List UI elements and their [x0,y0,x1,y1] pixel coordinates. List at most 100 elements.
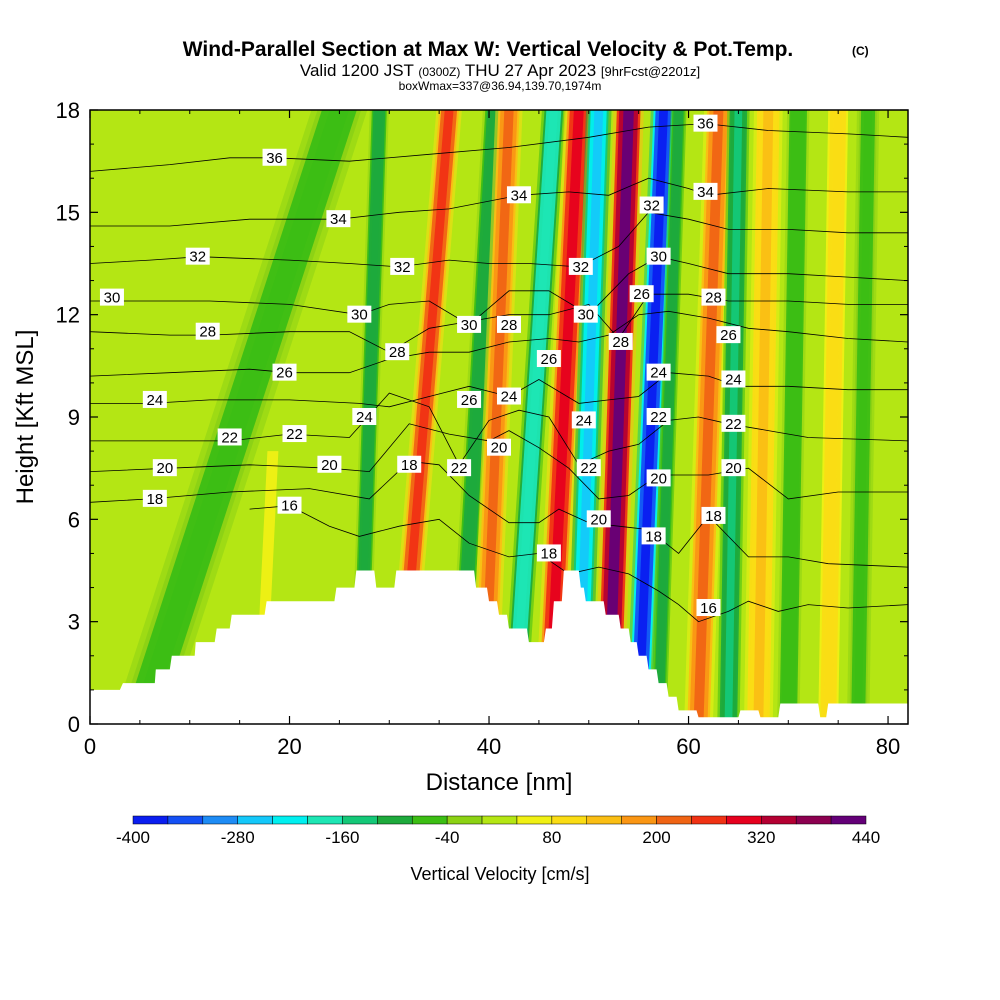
theta-label-box [696,599,721,617]
theta-label-text: 30 [577,307,594,324]
theta-label: 24 [496,387,521,406]
theta-label-text: 20 [650,470,667,487]
theta-label-text: 28 [612,334,629,351]
theta-label-box [326,210,351,228]
velocity-band [753,110,774,724]
theta-label-box [721,370,746,388]
theta-label-text: 20 [156,460,173,477]
theta-label: 16 [277,496,302,515]
theta-label-box [629,285,654,303]
theta-label-box [639,196,664,214]
velocity-band [854,110,872,724]
valid-line: Valid 1200 JST (0300Z) THU 27 Apr 2023 [… [300,61,700,80]
theta-label: 28 [195,322,220,341]
theta-label-box [457,315,482,333]
theta-label-box [536,544,561,562]
x-tick-label: 80 [876,734,900,759]
theta-label-text: 34 [330,211,347,228]
theta-label: 24 [571,411,596,429]
theta-label: 20 [487,438,511,457]
theta-label-text: 30 [650,249,667,266]
theta-label-text: 20 [491,440,508,457]
theta-label-box [317,455,342,473]
colorbar-bin [761,815,797,825]
y-tick-label: 9 [68,405,80,430]
theta-label: 26 [536,350,561,368]
colorbar-bin [586,815,622,825]
theta-label: 26 [272,363,297,382]
theta-label-box [646,363,671,381]
theta-label-text: 22 [650,409,667,426]
theta-label-box [397,455,422,473]
theta-label: 24 [352,408,377,426]
y-axis-label: Height [Kft MSL] [12,330,39,505]
theta-label-box [142,489,167,507]
colorbar-bin [621,815,657,825]
theta-label-text: 20 [590,511,607,528]
theta-label-text: 32 [394,259,411,276]
theta-label-box [347,305,372,323]
theta-label-box [282,425,307,443]
colorbar-bin [446,815,483,825]
theta-label-text: 24 [725,371,742,388]
forecast-tag: [9hrFcst@2201z] [601,64,700,79]
theta-label: 20 [152,459,177,477]
theta-label-box [217,428,242,446]
theta-label-box [487,438,511,456]
theta-label-box [277,496,302,514]
theta-label: 36 [262,148,287,167]
theta-contour-28 [90,293,908,353]
velocity-band [693,110,724,724]
theta-label-box [496,315,521,333]
theta-label-box [721,414,746,432]
theta-label: 28 [701,288,726,307]
theta-label: 24 [646,363,671,382]
y-tick-label: 3 [68,610,80,635]
theta-label-box [646,408,671,425]
colorbar-bin [132,815,169,825]
chart-title: Wind-Parallel Section at Max W: Vertical… [183,38,794,61]
theta-label-box [716,326,741,344]
theta-label-text: 32 [189,249,206,266]
theta-label: 28 [385,343,410,361]
valid-main: Valid 1200 JST [300,61,414,80]
theta-label: 20 [646,469,671,487]
theta-label-text: 22 [580,460,597,477]
theta-label: 32 [639,196,664,215]
velocity-band [784,110,803,724]
theta-label-box [701,506,726,524]
copyright-mark: (C) [852,44,869,58]
theta-label-text: 16 [700,600,717,617]
theta-label-text: 34 [697,184,714,201]
theta-label: 22 [282,425,307,443]
theta-label: 20 [586,510,611,528]
y-tick-label: 18 [56,98,80,123]
colorbar-bin [377,815,413,825]
theta-label: 24 [721,370,746,388]
theta-label-text: 30 [104,290,121,307]
theta-label-text: 18 [705,508,722,525]
theta-label: 22 [721,414,746,433]
velocity-band [130,110,349,724]
theta-label: 18 [142,489,167,508]
theta-label-text: 22 [451,460,468,477]
colorbar-bin [307,815,343,825]
theta-label-box [608,332,633,350]
theta-label: 34 [693,182,718,201]
colorbar-bin [411,815,448,825]
colorbar-bin [272,815,308,825]
theta-contour-labels: 16 16 18 18 18 18 18 20 20 20 20 20 20 22 22 22 22 22 22 24… [99,114,746,617]
theta-label-text: 18 [645,528,662,545]
theta-label-text: 28 [199,324,216,341]
theta-label-text: 16 [281,498,298,515]
colorbar-tick-label: -400 [116,828,150,847]
theta-label: 30 [457,315,482,334]
x-tick-label: 40 [477,734,501,759]
x-tick-label: 0 [84,734,96,759]
theta-label-box [693,182,718,200]
theta-label-box [641,527,666,545]
velocity-band [509,110,558,724]
theta-label-text: 26 [461,392,478,409]
theta-label: 30 [646,247,671,266]
